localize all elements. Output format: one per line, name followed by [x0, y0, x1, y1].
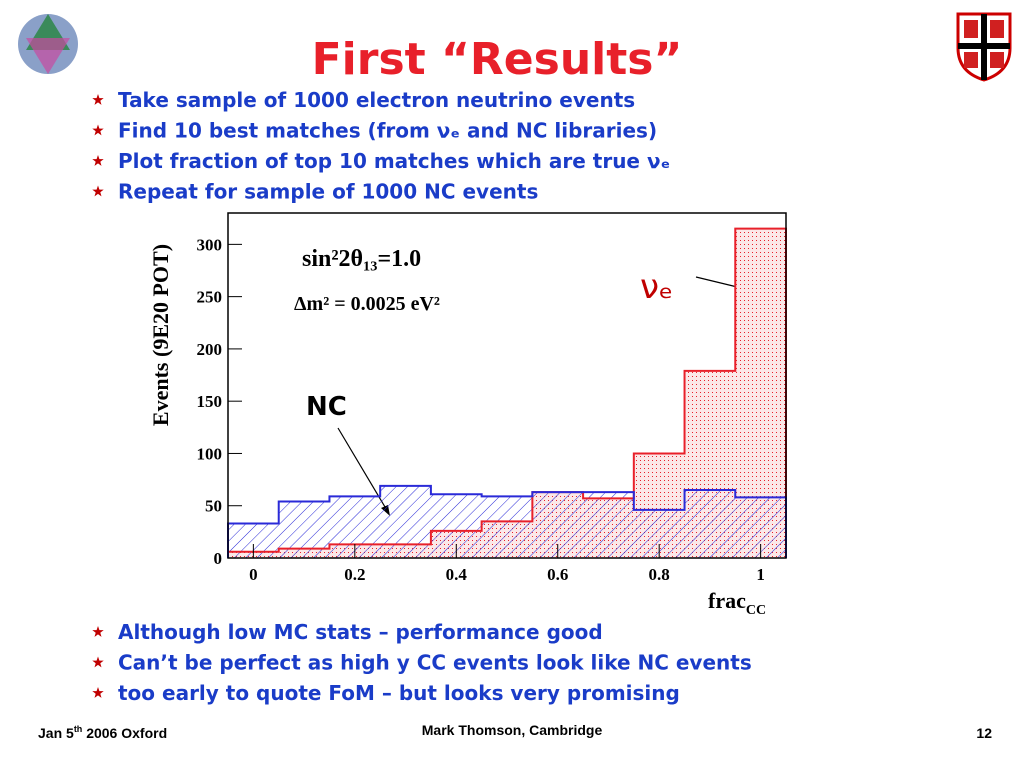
y-tick-label: 100 [197, 444, 223, 463]
footer-page: 12 [976, 725, 992, 741]
y-tick-label: 0 [214, 549, 223, 568]
y-tick-label: 200 [197, 340, 223, 359]
x-tick-label: 1 [756, 565, 765, 584]
y-tick-label: 50 [205, 497, 222, 516]
histogram-bar [583, 492, 634, 558]
bullet-star [92, 687, 104, 698]
bullet-star [92, 124, 104, 136]
footer-date: Jan 5th 2006 Oxford [38, 724, 167, 741]
bullet-text: Find 10 best matches (from νₑ and NC lib… [118, 119, 657, 143]
x-axis-label: fracCC [708, 588, 766, 618]
footer-date-sup: th [74, 724, 83, 734]
x-tick-label: 0.2 [344, 565, 365, 584]
bullet-text: too early to quote FoM – but looks very … [118, 681, 680, 705]
histogram-bar [481, 496, 533, 558]
bullet-text: Plot fraction of top 10 matches which ar… [118, 149, 670, 173]
annotation: Δm² = 0.0025 eV² [294, 293, 440, 315]
logo-right [956, 12, 1012, 82]
footer-author: Mark Thomson, Cambridge [422, 722, 603, 738]
bullet-star [92, 94, 104, 105]
bullet-star [92, 626, 104, 637]
histogram-bar [684, 490, 736, 558]
x-tick-label: 0 [249, 565, 258, 584]
x-tick-label: 0.4 [446, 565, 468, 584]
bullet-star [92, 155, 104, 166]
bullet-text: Although low MC stats – performance good [118, 620, 603, 644]
bullet-text: Repeat for sample of 1000 NC events [118, 180, 538, 204]
footer-date-part: 2006 Oxford [82, 725, 167, 741]
bullet-star [92, 656, 104, 668]
bullet-text: Can’t be perfect as high y CC events loo… [118, 651, 752, 675]
x-tick-label: 0.8 [649, 565, 670, 584]
annotation: NC [306, 392, 347, 422]
x-axis-label-main: frac [708, 588, 746, 613]
bullet-text: Take sample of 1000 electron neutrino ev… [118, 88, 635, 112]
histogram-outline [227, 227, 787, 558]
slide-title: First “Results” [312, 34, 683, 85]
plot-frame [227, 212, 787, 559]
x-tick-label: 0.6 [547, 565, 568, 584]
logo-left [18, 14, 78, 74]
histogram-outline [227, 484, 787, 558]
annotation: νₑ [640, 267, 673, 307]
y-tick-label: 150 [197, 392, 223, 411]
y-axis-label: Events (9E20 POT) [148, 244, 173, 426]
footer-date-part: Jan 5 [38, 725, 74, 741]
x-axis-label-sub: CC [746, 603, 766, 618]
bullet-star [92, 185, 104, 197]
histogram-bar [380, 485, 431, 558]
annotation: sin²2θ₁₃=1.0 [302, 246, 421, 272]
y-tick-label: 250 [197, 288, 223, 307]
y-tick-label: 300 [197, 235, 223, 254]
